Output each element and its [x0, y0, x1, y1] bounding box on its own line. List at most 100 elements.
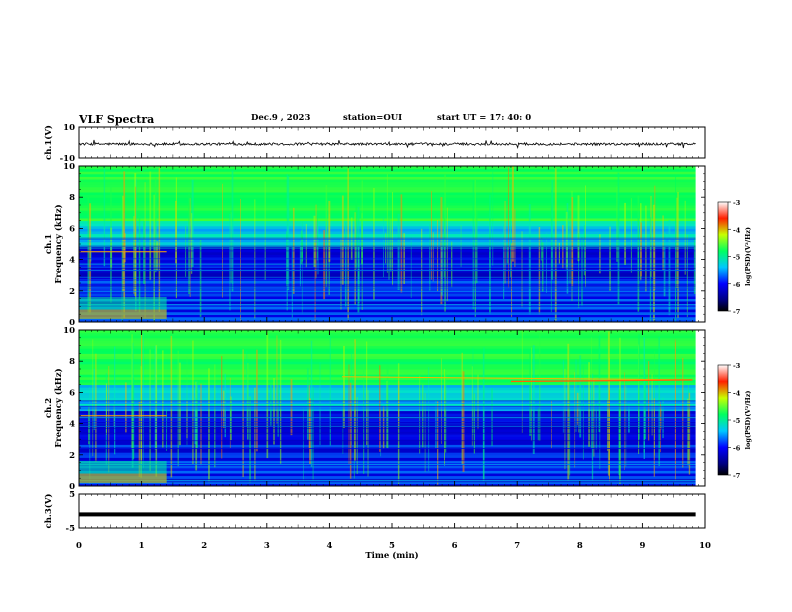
spectrogram-streak	[609, 389, 610, 483]
spectrogram-band	[79, 296, 705, 300]
spectrogram-streak	[223, 390, 225, 428]
spectrogram-band	[79, 400, 705, 404]
panel-frame	[78, 493, 706, 529]
spectrogram-band	[79, 410, 705, 414]
spectrogram-streak	[652, 204, 655, 322]
spectrogram-band	[79, 470, 705, 474]
spectrogram-streak	[276, 335, 278, 424]
colorbar-tick-label: -6	[733, 281, 741, 289]
spectrogram-streak	[649, 217, 652, 322]
spectrogram-streak	[386, 365, 389, 449]
spectrogram-streak	[273, 377, 275, 445]
y-axis-label: ch.1(V)	[43, 125, 54, 160]
emission-line	[510, 379, 693, 383]
spectrogram-streak	[300, 230, 303, 265]
colorbar-tick-label: -7	[733, 472, 740, 480]
colorbar-tick-label: -4	[733, 390, 741, 398]
colorbar	[717, 364, 729, 476]
spectrogram-streak	[581, 237, 583, 306]
spectrogram-streak	[89, 387, 91, 484]
spectrogram-streak	[483, 347, 485, 481]
x-tick-label: 8	[577, 541, 583, 551]
emission-line	[341, 376, 693, 381]
spectrogram-streak	[156, 241, 159, 272]
spectrogram-band	[79, 369, 705, 373]
spectrogram-streak	[363, 363, 365, 474]
spectrogram-streak	[191, 213, 193, 274]
spectrogram-band	[79, 423, 705, 427]
spectrogram-streak	[230, 212, 232, 283]
spectrogram-band	[79, 173, 705, 177]
ch3-waveform-trace	[79, 512, 696, 517]
spectrogram-streak	[357, 206, 360, 314]
spectrogram-streak	[121, 199, 123, 322]
spectrogram-streak	[291, 243, 293, 318]
spectrogram-streak	[149, 349, 151, 471]
spectrogram-streak	[314, 242, 316, 321]
spectrogram-streak	[380, 394, 382, 457]
y-axis-label: ch.3(V)	[43, 494, 54, 529]
spectrogram-streak	[446, 207, 448, 301]
spectrogram-band	[79, 371, 705, 375]
spectrogram-band	[79, 395, 705, 399]
x-tick-label: 9	[639, 541, 645, 551]
spectrogram-streak	[158, 167, 161, 312]
spectrogram-streak	[155, 345, 158, 477]
spectrogram-streak	[674, 339, 676, 465]
spectrogram-streak	[684, 200, 686, 275]
y-tick-label: -10	[60, 154, 75, 164]
spectrogram-streak	[676, 197, 678, 288]
start-ut-label: start UT = 17: 40: 0	[437, 113, 532, 123]
spectrogram-band	[79, 361, 705, 365]
spectrogram-streak	[428, 367, 430, 472]
y-axis-label: ch.2	[44, 398, 54, 418]
spectrogram-streak	[569, 345, 571, 476]
y-tick-label: 10	[63, 326, 75, 336]
spectrogram-band	[79, 418, 705, 422]
spectrogram-band	[79, 392, 705, 396]
spectrogram-band	[79, 363, 705, 367]
colorbar-tick-label: -6	[733, 445, 741, 453]
station-label: station=OUI	[343, 113, 403, 123]
spectrogram-streak	[521, 231, 523, 308]
spectrogram-streak	[341, 195, 344, 285]
spectrogram-streak	[230, 396, 232, 441]
spectrogram-streak	[108, 366, 110, 473]
spectrogram-streak	[662, 215, 664, 271]
spectrogram-streak	[246, 350, 248, 427]
spectrogram-streak	[410, 237, 412, 299]
spectrogram-streak	[270, 384, 272, 426]
spectrogram-streak	[144, 182, 146, 318]
spectrogram-streak	[194, 397, 197, 445]
spectrogram-streak	[551, 180, 554, 281]
spectrogram-streak	[575, 359, 577, 432]
spectrogram-streak	[92, 339, 94, 457]
spectrogram-band	[79, 405, 705, 409]
spectrogram-streak	[131, 334, 133, 450]
spectrogram-streak	[675, 176, 677, 322]
spectrogram-band	[79, 189, 705, 193]
spectrogram-streak	[546, 233, 547, 293]
spectrogram-streak	[170, 335, 173, 478]
spectrogram-streak	[577, 195, 580, 262]
low-frequency-emission	[79, 309, 167, 319]
spectrogram-band	[79, 428, 705, 432]
spectrogram-streak	[162, 350, 164, 448]
spectrogram-streak	[607, 399, 609, 451]
spectrogram-streak	[422, 384, 424, 448]
spectrogram-streak	[590, 337, 592, 449]
spectrogram-streak	[266, 332, 269, 459]
spectrogram-band	[79, 384, 705, 388]
spectrogram-streak	[638, 334, 640, 440]
spectrogram-band	[79, 340, 705, 344]
spectrogram-streak	[444, 371, 447, 453]
spectrogram-band	[79, 389, 705, 393]
x-tick-label: 10	[699, 541, 711, 551]
spectrogram-streak	[134, 173, 137, 297]
spectrogram-streak	[361, 180, 363, 310]
spectrogram-streak	[565, 211, 568, 270]
spectrogram-band	[79, 350, 705, 354]
spectrogram-streak	[511, 166, 514, 262]
spectrogram-band	[79, 345, 705, 349]
